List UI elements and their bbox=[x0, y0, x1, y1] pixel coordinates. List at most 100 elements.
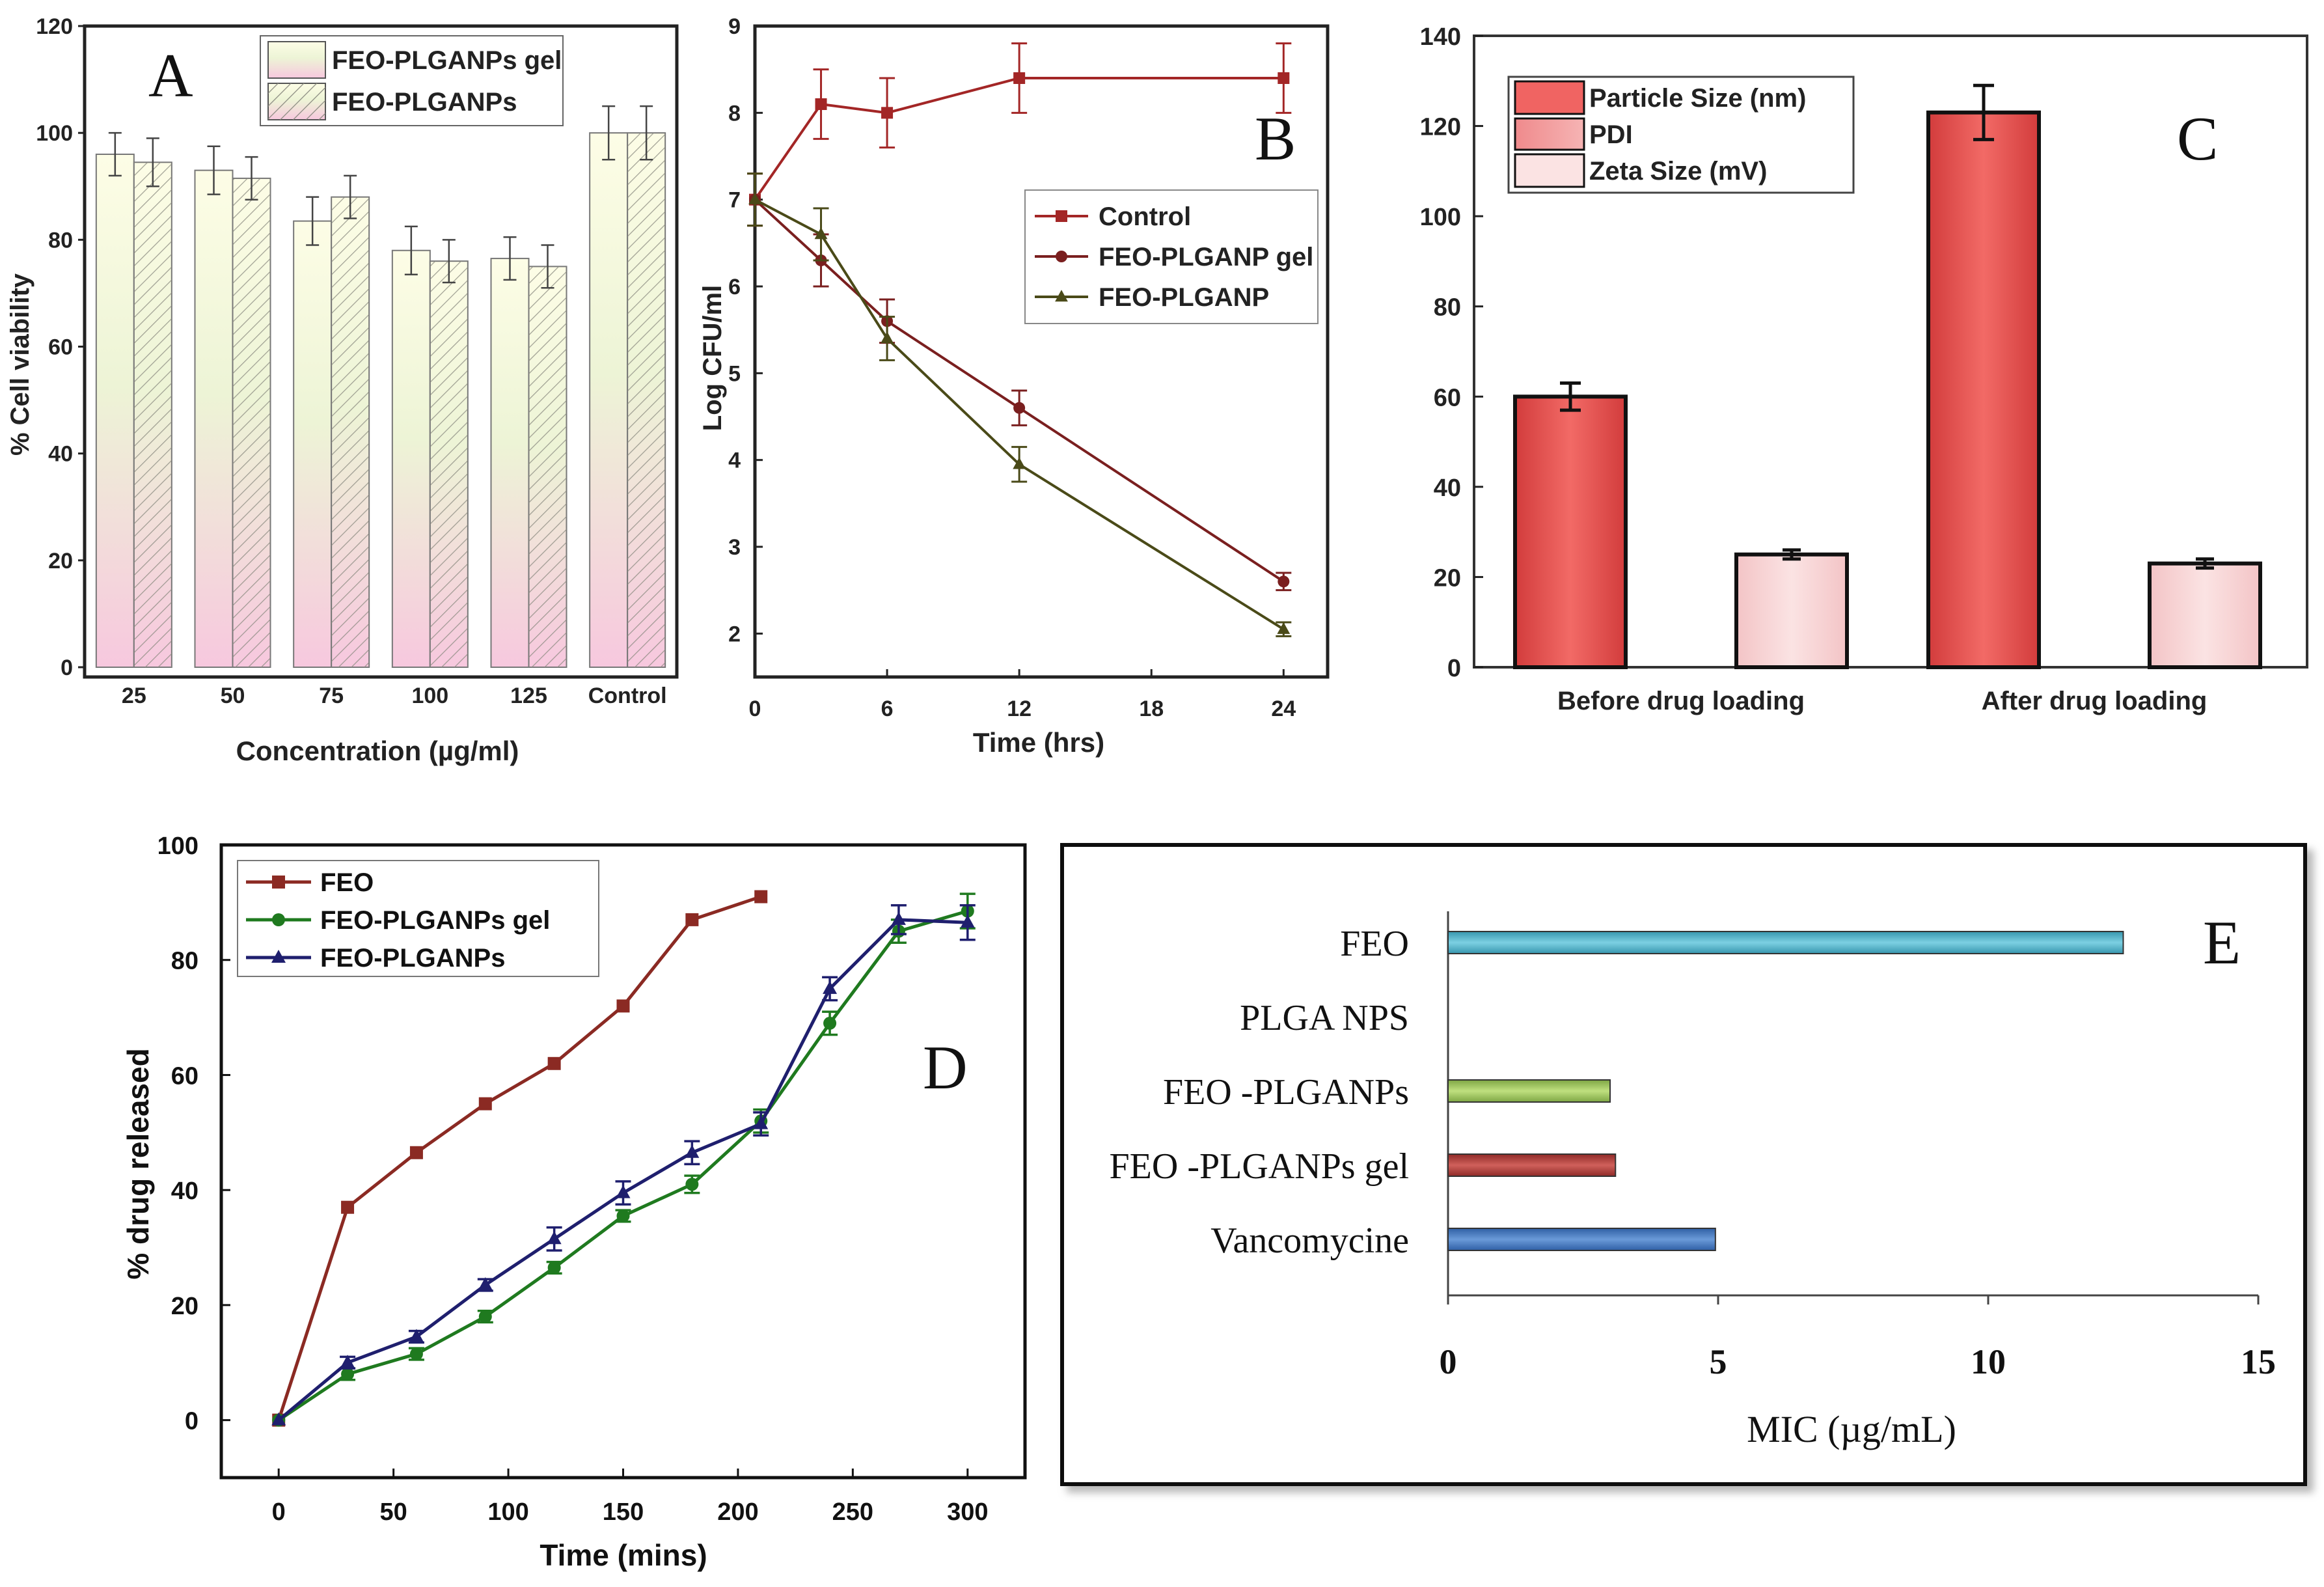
panel-d-y-tick-label: 80 bbox=[171, 948, 198, 975]
panel-d-line-0 bbox=[277, 895, 762, 1421]
panel-a-y-tick-label: 40 bbox=[48, 442, 73, 467]
panel-c-x-tick-label: Before drug loading bbox=[1557, 687, 1805, 715]
panel-e-y-tick-label: FEO -PLGANPs bbox=[1163, 1072, 1409, 1112]
panel-a-bar-hatch bbox=[627, 133, 666, 667]
panel-c-bar-particle-size bbox=[1513, 394, 1628, 669]
panel-c-plot-frame bbox=[1473, 34, 2308, 669]
panel-a-x-tick-label: 50 bbox=[221, 683, 245, 708]
panel-b-legend-marker bbox=[1056, 210, 1067, 222]
panel-e-x-tick-label: 5 bbox=[1710, 1342, 1727, 1381]
panel-c-label: C bbox=[2177, 104, 2218, 173]
panel-c-y-tick-label: 40 bbox=[1434, 475, 1461, 502]
panel-a-bar-gel bbox=[490, 258, 530, 668]
panel-b-y-tick-label: 2 bbox=[728, 622, 741, 646]
panel-a-label: A bbox=[148, 41, 193, 110]
panel-c-legend: Particle Size (nm) PDI Zeta Size (mV) bbox=[1507, 76, 1855, 194]
panel-e-x-tick-label: 0 bbox=[1440, 1342, 1457, 1381]
panel-d-point bbox=[341, 1367, 355, 1381]
panel-c-particle-size-chart: 0 20 40 60 80 100 120 140 Before drug loading Aft… bbox=[1420, 23, 2308, 715]
panel-b-legend-label: FEO-PLGANP gel bbox=[1099, 243, 1313, 271]
panel-d-point bbox=[547, 1231, 562, 1245]
panel-b-legend-label: Control bbox=[1099, 202, 1191, 231]
panel-d-legend-marker bbox=[272, 913, 285, 926]
panel-b-axes: 2 3 4 5 6 7 8 9 0 6 12 18 24 bbox=[728, 14, 1296, 721]
panel-e-bars bbox=[1447, 931, 2124, 1251]
panel-d-point bbox=[616, 1185, 631, 1198]
panel-c-y-tick-label: 100 bbox=[1420, 204, 1461, 231]
panel-d-x-axis-title: Time (mins) bbox=[540, 1538, 707, 1572]
panel-b-point bbox=[815, 98, 827, 110]
panel-c-y-tick-label: 60 bbox=[1434, 384, 1461, 411]
panel-a-y-tick-label: 0 bbox=[61, 656, 73, 680]
panel-a-bar-gel bbox=[589, 132, 629, 668]
panel-d-legend-label: FEO bbox=[320, 868, 374, 897]
panel-c-axes: 0 20 40 60 80 100 120 140 Before drug loading Aft… bbox=[1420, 23, 2208, 715]
panel-b-point bbox=[881, 107, 894, 119]
panel-c-x-tick-label: After drug loading bbox=[1982, 687, 2208, 715]
panel-b-point bbox=[1013, 72, 1026, 84]
panel-d-point bbox=[271, 1412, 286, 1426]
panel-a-bar-gel bbox=[391, 249, 431, 668]
panel-c-legend-swatch-zeta bbox=[1514, 153, 1585, 188]
panel-d-point bbox=[685, 1178, 699, 1191]
panel-b-x-tick-label: 18 bbox=[1139, 697, 1164, 721]
panel-d-y-tick-label: 0 bbox=[185, 1408, 198, 1435]
panel-d-point bbox=[409, 1329, 424, 1342]
panel-b-point bbox=[1013, 457, 1026, 469]
panel-d-y-tick-label: 60 bbox=[171, 1062, 198, 1090]
panel-e-x-axis-title: MIC (µg/mL) bbox=[1747, 1408, 1956, 1450]
panel-d-point bbox=[685, 1144, 700, 1158]
panel-b-plot-frame bbox=[753, 24, 1330, 679]
panel-a-legend-label-gel: FEO-PLGANPs gel bbox=[332, 46, 562, 75]
panel-c-legend-label-pdi: PDI bbox=[1589, 120, 1633, 149]
panel-d-legend-label: FEO-PLGANPs bbox=[320, 944, 505, 973]
panel-a-legend-swatch-gel bbox=[267, 41, 326, 79]
panel-b-x-tick-label: 24 bbox=[1271, 697, 1296, 721]
panel-b-series bbox=[747, 42, 1292, 637]
panel-d-point bbox=[478, 1097, 492, 1111]
panel-d-line-2 bbox=[277, 918, 968, 1422]
panel-a-bar-gel bbox=[194, 169, 234, 668]
panel-a-y-tick-label: 80 bbox=[48, 228, 73, 253]
panel-b-point bbox=[881, 331, 894, 344]
panel-d-point bbox=[616, 1209, 630, 1222]
panel-b-point bbox=[1278, 72, 1290, 84]
panel-d-point bbox=[547, 1056, 561, 1070]
panel-d-legend: FEO FEO-PLGANPs gel FEO-PLGANPs bbox=[237, 860, 599, 977]
panel-d-drug-release-chart: 0 20 40 60 80 100 0 50 100 150 200 250 300 D Time (m… bbox=[121, 833, 1027, 1572]
panel-b-y-tick-label: 5 bbox=[728, 361, 741, 386]
panel-b-legend-label: FEO-PLGANP bbox=[1099, 283, 1269, 312]
panel-d-y-tick-label: 20 bbox=[171, 1293, 198, 1320]
panel-a-y-tick-label: 60 bbox=[48, 335, 73, 360]
panel-a-y-tick-label: 100 bbox=[36, 121, 73, 146]
panel-d-axes: 0 20 40 60 80 100 0 50 100 150 200 250 300 bbox=[157, 833, 989, 1526]
panel-d-x-tick-label: 200 bbox=[717, 1498, 758, 1526]
panel-a-axes: 0 20 40 60 80 100 120 25 50 75 100 125 Control bbox=[36, 14, 666, 708]
panel-b-y-tick-label: 4 bbox=[728, 448, 741, 473]
panel-d-series bbox=[271, 890, 976, 1427]
panel-c-y-tick-label: 0 bbox=[1447, 655, 1461, 682]
panel-e-y-tick-label: FEO -PLGANPs gel bbox=[1110, 1146, 1409, 1187]
panel-d-x-tick-label: 150 bbox=[603, 1498, 644, 1526]
panel-b-legend-marker bbox=[1056, 251, 1067, 262]
panel-d-y-axis-title: % drug released bbox=[121, 1048, 155, 1279]
panel-b-label: B bbox=[1255, 104, 1296, 173]
panel-d-point bbox=[891, 911, 906, 925]
panel-b-x-tick-label: 0 bbox=[749, 697, 761, 721]
panel-c-y-tick-label: 120 bbox=[1420, 114, 1461, 141]
panel-a-x-tick-label: Control bbox=[588, 683, 667, 708]
panel-a-y-tick-label: 20 bbox=[48, 549, 73, 573]
panel-e-y-tick-label: Vancomycine bbox=[1210, 1221, 1409, 1261]
panel-b-legend-marker bbox=[1055, 290, 1068, 302]
panel-a-legend-label-nps: FEO-PLGANPs bbox=[332, 88, 517, 117]
panel-d-x-tick-label: 0 bbox=[272, 1498, 286, 1526]
panel-b-legend: Control FEO-PLGANP gel FEO-PLGANP bbox=[1024, 189, 1319, 324]
panel-b-y-tick-label: 3 bbox=[728, 535, 741, 560]
panel-a-x-tick-label: 75 bbox=[319, 683, 344, 708]
panel-b-y-tick-label: 6 bbox=[728, 275, 741, 299]
panel-c-legend-swatch-size bbox=[1514, 80, 1585, 115]
panel-a-x-tick-label: 125 bbox=[510, 683, 547, 708]
panel-d-line-1 bbox=[277, 909, 968, 1422]
panel-c-y-tick-label: 140 bbox=[1420, 23, 1461, 51]
panel-b-series-2 bbox=[747, 172, 1292, 637]
